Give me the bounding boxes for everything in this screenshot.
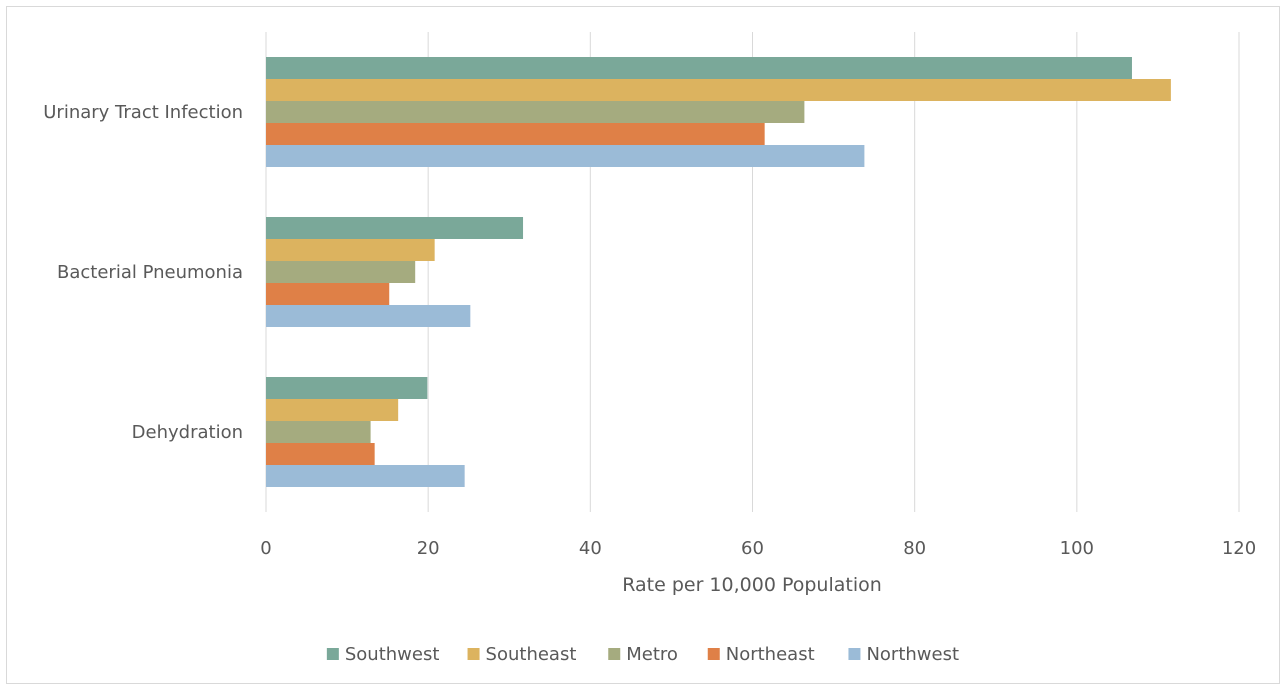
legend-item: Northeast [707,644,815,665]
bar-southeast-0 [266,79,1171,101]
x-tick-label: 20 [417,538,440,559]
legend-swatch [848,648,861,660]
bar-northeast-2 [266,443,375,465]
x-tick-label: 120 [1222,538,1256,559]
legend-swatch [326,648,339,660]
legend-swatch [608,648,621,660]
legend-label: Metro [626,644,678,665]
legend-item: Southwest [326,644,440,665]
legend-item: Northwest [848,644,959,665]
bar-northeast-1 [266,283,390,305]
legend: Southwest Southeast Metro Northeast Northwes… [326,644,959,665]
bar-southeast-2 [266,399,399,421]
bar-southwest-1 [266,217,524,239]
legend-swatch [467,648,480,660]
category-label: Dehydration [132,422,243,443]
x-tick-label: 80 [903,538,926,559]
x-tick-label: 60 [741,538,764,559]
legend-swatch [707,648,720,660]
bar-metro-2 [266,421,371,443]
x-tick-label: 0 [260,538,271,559]
bar-northeast-0 [266,123,765,145]
legend-label: Northeast [726,644,815,665]
legend-label: Northwest [866,644,959,665]
legend-label: Southeast [486,644,577,665]
x-tick-labels: 0 20 40 60 80 100 120 [260,538,1256,559]
x-tick-label: 40 [579,538,602,559]
category-label: Urinary Tract Infection [43,102,243,123]
legend-item: Metro [608,644,678,665]
bar-southwest-0 [266,57,1132,79]
bar-southeast-1 [266,239,435,261]
legend-label: Southwest [345,644,440,665]
bar-northwest-1 [266,305,471,327]
category-label: Bacterial Pneumonia [57,262,243,283]
bar-southwest-2 [266,377,428,399]
legend-item: Southeast [467,644,577,665]
bar-metro-1 [266,261,416,283]
bar-metro-0 [266,101,805,123]
x-tick-label: 100 [1060,538,1094,559]
bar-northwest-0 [266,145,865,167]
bars [266,57,1171,487]
x-axis-title: Rate per 10,000 Population [622,574,882,596]
category-labels: Urinary Tract Infection Bacterial Pneumon… [43,102,243,443]
bar-northwest-2 [266,465,465,487]
